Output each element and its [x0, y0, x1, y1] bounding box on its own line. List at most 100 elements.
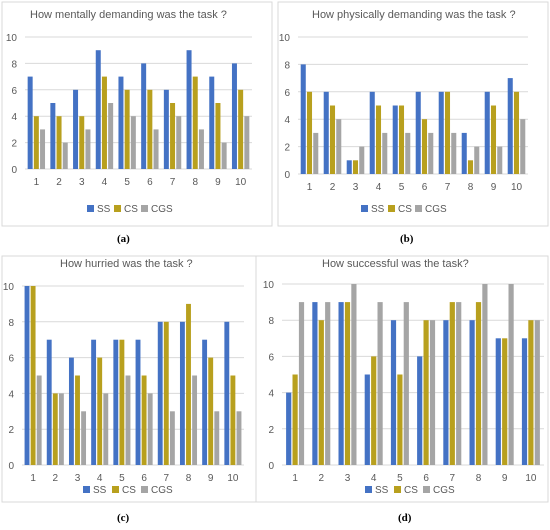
legend-swatch-cgs	[141, 486, 148, 493]
bar-ss-8	[461, 132, 467, 174]
bar-cs-10	[238, 89, 244, 169]
bar-cs-3	[344, 302, 351, 465]
legend-label-cs: CS	[404, 485, 418, 496]
bar-cs-6	[423, 320, 429, 465]
bar-ss-1	[24, 286, 30, 465]
y-tick-label: 0	[284, 170, 290, 181]
bar-cgs-10	[244, 116, 250, 169]
legend-swatch-ss	[361, 205, 368, 212]
legend: SS CS CGS	[361, 204, 447, 215]
legend-swatch-ss	[365, 486, 372, 493]
y-tick-label: 8	[284, 60, 290, 71]
bar-cgs-7	[176, 116, 182, 169]
x-tick-label: 6	[422, 182, 428, 193]
chart-panel-b: How physically demanding was the task ? …	[277, 1, 549, 227]
x-tick-label: 8	[476, 473, 482, 484]
legend-label-cgs: CGS	[151, 204, 173, 215]
legend: SS CS CGS	[83, 485, 173, 496]
bar-cgs-9	[497, 146, 503, 174]
y-tick-label: 2	[8, 425, 14, 436]
chart-title: How successful was the task?	[322, 258, 469, 270]
bar-cs-7	[444, 91, 451, 174]
x-tick-label: 1	[34, 177, 40, 188]
bar-ss-8	[469, 320, 475, 465]
y-tick-label: 2	[284, 143, 290, 154]
bar-ss-5	[392, 105, 398, 174]
bar-ss-8	[179, 321, 185, 465]
bar-cgs-8	[198, 129, 204, 169]
bar-ss-5	[118, 76, 124, 169]
y-tick-label: 10	[6, 33, 18, 44]
bar-ss-7	[163, 89, 169, 169]
x-tick-label: 8	[192, 177, 198, 188]
legend-label-cs: CS	[398, 204, 412, 215]
x-tick-label: 7	[164, 473, 170, 484]
bar-ss-10	[521, 338, 528, 465]
y-tick-label: 6	[11, 86, 17, 97]
bar-cs-9	[215, 103, 221, 169]
bar-ss-9	[495, 338, 501, 465]
bar-cs-6	[147, 89, 153, 169]
bar-cgs-1	[313, 132, 319, 174]
bar-cs-1	[306, 91, 313, 174]
legend-label-ss: SS	[375, 485, 389, 496]
bar-cgs-3	[359, 146, 365, 174]
x-tick-label: 3	[353, 182, 359, 193]
y-tick-label: 2	[268, 425, 274, 436]
bar-ss-4	[369, 91, 375, 174]
x-tick-label: 7	[445, 182, 451, 193]
x-tick-label: 8	[186, 473, 192, 484]
legend-swatch-cgs	[141, 205, 148, 212]
bar-cs-4	[375, 105, 382, 174]
bar-ss-8	[186, 50, 192, 170]
y-tick-label: 4	[8, 389, 14, 400]
bar-cs-10	[230, 375, 236, 465]
x-tick-label: 5	[397, 473, 403, 484]
bar-cs-10	[528, 320, 534, 465]
legend-label-ss: SS	[371, 204, 385, 215]
bar-cs-2	[52, 393, 58, 465]
bar-ss-7	[157, 321, 163, 465]
bar-ss-6	[415, 91, 421, 174]
bar-cs-9	[490, 105, 497, 174]
bar-ss-6	[141, 63, 147, 169]
bar-ss-4	[364, 374, 370, 465]
y-tick-label: 10	[3, 282, 15, 293]
x-tick-label: 1	[307, 182, 313, 193]
x-tick-label: 4	[102, 177, 108, 188]
bar-ss-4	[91, 339, 97, 465]
bar-cs-3	[352, 160, 359, 174]
bar-cgs-9	[508, 284, 514, 465]
bar-ss-10	[224, 321, 230, 465]
legend-swatch-ss	[87, 205, 94, 212]
bar-cs-9	[502, 338, 508, 465]
bar-cgs-4	[377, 302, 383, 465]
bar-ss-3	[346, 160, 352, 174]
bar-ss-5	[113, 339, 119, 465]
bar-ss-2	[46, 339, 52, 465]
legend-label-cgs: CGS	[433, 485, 455, 496]
caption-d: (d)	[398, 512, 412, 524]
bar-ss-3	[68, 357, 74, 465]
bar-cgs-6	[428, 132, 434, 174]
bar-cgs-3	[351, 284, 357, 465]
bar-ss-3	[73, 89, 79, 169]
bar-cs-5	[119, 339, 125, 465]
y-tick-label: 10	[263, 280, 275, 291]
bar-ss-4	[95, 50, 101, 170]
bar-cgs-1	[36, 375, 42, 465]
legend-swatch-cs	[112, 486, 119, 493]
legend-swatch-cs	[394, 486, 401, 493]
bar-cgs-2	[325, 302, 331, 465]
bar-cgs-2	[336, 119, 342, 174]
bar-cgs-8	[482, 284, 488, 465]
x-tick-label: 9	[208, 473, 214, 484]
x-tick-label: 6	[423, 473, 429, 484]
bar-cgs-10	[520, 119, 526, 174]
caption-b: (b)	[400, 233, 414, 245]
chart-panel-a: How mentally demanding was the task ? 0 2…	[1, 1, 273, 227]
x-tick-label: 10	[235, 177, 247, 188]
x-tick-label: 9	[502, 473, 508, 484]
